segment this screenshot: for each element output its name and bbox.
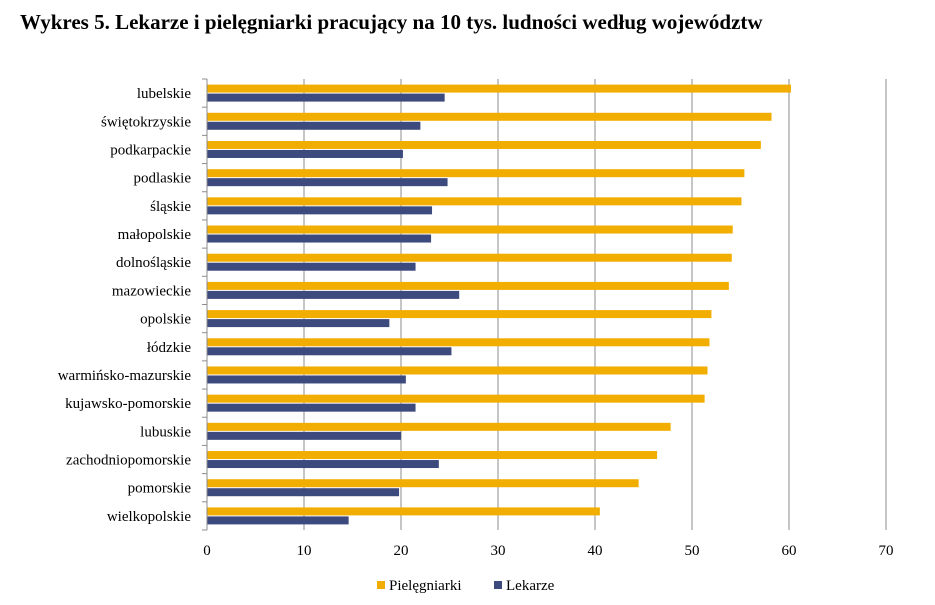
legend-swatch [377, 581, 385, 589]
bar-lekarze [207, 375, 406, 384]
category-label: podkarpackie [110, 142, 191, 158]
axes [202, 78, 208, 531]
bar-pielegniarki [207, 507, 600, 516]
legend: Pielęgniarki Lekarze [377, 578, 555, 594]
bar-lekarze [207, 93, 445, 102]
bars [207, 84, 791, 525]
chart-title: Wykres 5. Lekarze i pielęgniarki pracują… [20, 10, 763, 34]
labels: 0 10 20 30 40 50 60 70 lubelskie świętokrzyskie po… [58, 86, 894, 559]
x-tick-label: 40 [588, 543, 603, 559]
bar-lekarze [207, 460, 439, 469]
bar-pielegniarki [207, 140, 761, 149]
bar-pielegniarki [207, 197, 742, 206]
bar-pielegniarki [207, 422, 671, 431]
category-label: kujawsko-pomorskie [65, 396, 191, 412]
bar-pielegniarki [207, 338, 710, 347]
bar-pielegniarki [207, 84, 791, 93]
bar-lekarze [207, 262, 416, 271]
category-label: śląskie [150, 199, 191, 215]
x-tick-label: 0 [203, 543, 211, 559]
bar-lekarze [207, 431, 401, 440]
legend-label: Pielęgniarki [389, 578, 461, 594]
legend-label: Lekarze [506, 578, 555, 594]
bar-lekarze [207, 403, 416, 412]
category-label: wielkopolskie [107, 509, 191, 525]
category-label: pomorskie [128, 481, 192, 497]
bar-pielegniarki [207, 253, 732, 262]
bar-lekarze [207, 319, 390, 328]
bar-pielegniarki [207, 479, 639, 488]
x-tick-label: 10 [297, 543, 312, 559]
category-label: lubuskie [140, 424, 191, 440]
category-label: zachodniopomorskie [66, 453, 191, 469]
bar-lekarze [207, 516, 349, 525]
bar-lekarze [207, 290, 460, 299]
bar-lekarze [207, 149, 403, 158]
category-label: warmińsko-mazurskie [58, 368, 192, 384]
x-tick-label: 50 [685, 543, 700, 559]
bar-lekarze [207, 488, 400, 497]
bar-pielegniarki [207, 310, 712, 319]
category-label: łódzkie [147, 340, 191, 356]
category-label: podlaskie [134, 171, 192, 187]
bar-pielegniarki [207, 394, 705, 403]
category-label: świętokrzyskie [101, 114, 191, 130]
bar-pielegniarki [207, 281, 729, 290]
bar-pielegniarki [207, 366, 708, 375]
category-label: dolnośląskie [116, 255, 191, 271]
bar-lekarze [207, 121, 421, 130]
category-label: małopolskie [118, 227, 192, 243]
category-label: lubelskie [137, 86, 191, 102]
bar-lekarze [207, 234, 432, 243]
bar-lekarze [207, 178, 448, 187]
bar-lekarze [207, 347, 452, 356]
x-tick-label: 30 [491, 543, 506, 559]
bar-lekarze [207, 206, 433, 215]
x-tick-label: 20 [394, 543, 409, 559]
category-label: opolskie [140, 312, 191, 328]
bar-pielegniarki [207, 169, 745, 178]
category-label: mazowieckie [112, 283, 191, 299]
bar-pielegniarki [207, 112, 772, 121]
bar-pielegniarki [207, 451, 658, 460]
bar-pielegniarki [207, 225, 733, 234]
legend-swatch [494, 581, 502, 589]
x-tick-label: 60 [782, 543, 797, 559]
x-tick-label: 70 [879, 543, 894, 559]
